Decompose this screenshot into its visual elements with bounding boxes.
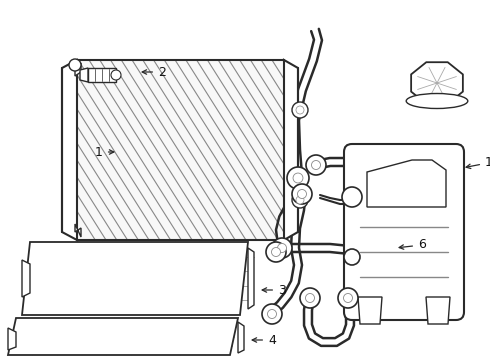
Circle shape [293,173,303,183]
Circle shape [342,187,362,207]
Circle shape [343,293,352,302]
Text: 3: 3 [262,284,286,297]
Polygon shape [22,260,30,297]
Text: 2: 2 [142,66,166,78]
Text: 9: 9 [0,359,1,360]
Polygon shape [426,297,450,324]
Polygon shape [22,242,248,315]
Text: 5: 5 [0,359,1,360]
Polygon shape [248,248,254,309]
Circle shape [297,189,307,198]
Circle shape [262,304,282,324]
FancyBboxPatch shape [344,144,464,320]
Circle shape [277,243,287,252]
Circle shape [266,242,286,262]
Polygon shape [284,60,298,240]
Circle shape [272,238,292,258]
Circle shape [306,155,326,175]
Circle shape [312,161,320,170]
Circle shape [296,106,304,114]
Text: 1: 1 [95,145,114,158]
Circle shape [344,249,360,265]
Text: 6: 6 [399,238,426,252]
Polygon shape [88,68,116,82]
Polygon shape [8,318,238,355]
Circle shape [292,184,312,204]
Polygon shape [62,60,77,240]
Circle shape [268,310,276,319]
Text: 7: 7 [0,359,1,360]
Text: 10: 10 [466,156,490,168]
Text: 4: 4 [252,333,276,346]
Ellipse shape [406,94,468,108]
Polygon shape [8,328,16,350]
Circle shape [296,196,304,204]
Polygon shape [75,63,81,76]
Circle shape [69,59,81,71]
Circle shape [292,192,308,208]
Circle shape [300,288,320,308]
Circle shape [271,248,280,256]
Polygon shape [77,60,284,240]
Polygon shape [238,322,244,353]
Circle shape [292,102,308,118]
Polygon shape [411,62,463,104]
Text: 8: 8 [0,359,1,360]
Polygon shape [75,224,81,237]
Circle shape [111,70,121,80]
Circle shape [287,167,309,189]
Circle shape [305,293,315,302]
Circle shape [338,288,358,308]
Polygon shape [80,68,88,82]
Polygon shape [367,160,446,207]
Polygon shape [358,297,382,324]
